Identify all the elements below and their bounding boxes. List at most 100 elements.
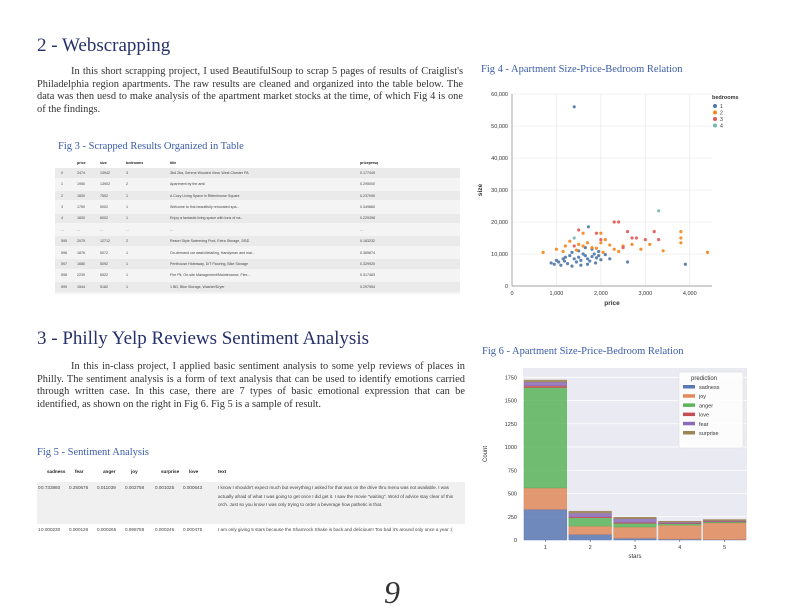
column-header: surprise [161,469,180,474]
x-axis-label: price [604,300,620,307]
y-tick-label: 1500 [505,399,517,405]
data-point [568,254,572,258]
row-index: 1 [38,527,41,532]
table-cell: 0.163232 [360,239,375,244]
table-cell: ... [77,227,80,232]
data-point [570,250,574,254]
table-cell: ... [170,227,173,232]
table-cell: 596 [61,250,67,255]
table-cell: 1876 [77,250,85,255]
table-cell: 3 [126,170,128,175]
table-cell: 6522 [100,273,108,278]
fig4-caption: Fig 4 - Apartment Size-Price-Bedroom Rel… [481,64,683,75]
table-cell: 12712 [100,239,110,244]
x-tick-label: 4,000 [683,291,697,297]
column-header: love [189,469,199,474]
table-cell: 1 BD, Bike Storage, Washer/Dryer [170,284,225,289]
data-point [593,261,598,265]
table-cell: 0.250676 [69,485,89,490]
table-cell: size [100,160,107,165]
y-tick-label: 750 [508,468,517,474]
table-row: 1 1950 13902 2 Apartment by the arts! 0.29500… [55,179,460,189]
bar-segment [703,519,747,521]
data-point [577,255,581,259]
table-cell: 1 [126,273,128,278]
table-cell: Enjoy a fantastic living space with tons… [170,216,244,221]
table-row: 0 0.733860 0.250676 0.011039 0.002758 0.00102… [37,482,465,524]
bar-segment [658,520,702,523]
table-row: 596 1876 5072 1 On-demand car wash/detailing… [55,248,460,258]
table-cell: 597 [61,261,67,266]
x-tick-label: 2 [589,545,592,551]
data-point [583,254,587,258]
data-point [608,243,612,247]
table-cell: 1 [126,193,128,198]
y-axis-label: Count [483,446,489,462]
data-point [586,225,591,229]
column-header: sadness [47,469,66,474]
data-point [639,247,643,251]
table-header-row: sadness fear anger joy surprise love text [37,466,465,480]
data-point [661,249,665,253]
legend-label: 2 [720,111,723,117]
data-point [625,230,630,234]
bar-segment [568,534,612,541]
table-cell: 5182 [100,284,108,289]
y-tick-label: 250 [508,515,517,521]
fig6-stacked-bar-chart: 0 250 500 750 1000 1250 1500 1750 1 2 3 4 5 stars Coun… [483,368,747,560]
table-cell: 0.001025 [155,485,175,490]
bar-segment [658,524,702,540]
bar-segment [523,509,567,541]
data-point [577,242,581,246]
data-point [599,231,603,235]
y-axis-label: size [477,183,484,196]
data-point [568,239,572,243]
table-cell: 0.000246 [155,527,175,532]
review-text: I know I shouldn't expect much but every… [218,485,454,507]
table-cell: 1680 [77,261,85,266]
table-row: 595 2075 12712 2 Resort Style Swimming Pool,… [55,236,460,246]
table-cell: ... [126,227,129,232]
table-cell: 1 [126,250,128,255]
table-cell: ... [100,227,103,232]
y-tick-label: 30,000 [491,188,508,194]
table-cell: 13942 [100,170,110,175]
table-cell: 3bd 2ba, Serene Wooded View, West Cheste… [170,170,249,175]
y-tick-label: 0 [505,284,508,290]
legend-label: 3 [720,117,723,123]
x-tick-label: 3,000 [638,291,652,297]
section3-title: 3 - Philly Yelp Reviews Sentiment Analys… [37,328,369,349]
table-cell: 1750 [77,204,85,209]
table-cell: 1 [61,182,63,187]
legend-swatch [683,421,695,426]
data-point [608,257,612,261]
bar-segment [613,526,657,539]
data-point [574,248,579,252]
data-point [565,262,570,266]
data-point [581,252,585,256]
table-cell: 5002 [100,204,108,209]
data-point [599,258,603,262]
data-point [590,254,594,259]
y-tick-label: 50,000 [491,124,508,130]
data-point [630,236,634,240]
legend-label: 1 [720,104,723,110]
table-row: 599 1544 5182 1 1 BD, Bike Storage, Washer/D… [55,282,460,292]
bar-segment [613,523,657,528]
data-point [552,262,556,266]
table-cell: 0.000643 [183,485,203,490]
fig3-table: price size bedrooms title pricepersq 0 2474 139… [55,158,460,294]
table-cell: Welcome to this beautifully renovated sp… [170,204,240,209]
table-cell: 2474 [77,170,85,175]
table-cell: 3 [61,204,63,209]
bar-segment [523,487,567,510]
data-point [599,241,603,245]
legend-swatch [683,431,695,435]
legend-title: bedrooms [712,95,739,101]
y-tick-label: 20,000 [491,220,508,226]
table-cell: bedrooms [126,160,144,165]
table-cell: 1 [126,261,128,266]
table-cell: 0.000265 [97,527,117,532]
table-header-row: price size bedrooms title pricepersq [55,158,460,168]
data-point [630,242,634,246]
